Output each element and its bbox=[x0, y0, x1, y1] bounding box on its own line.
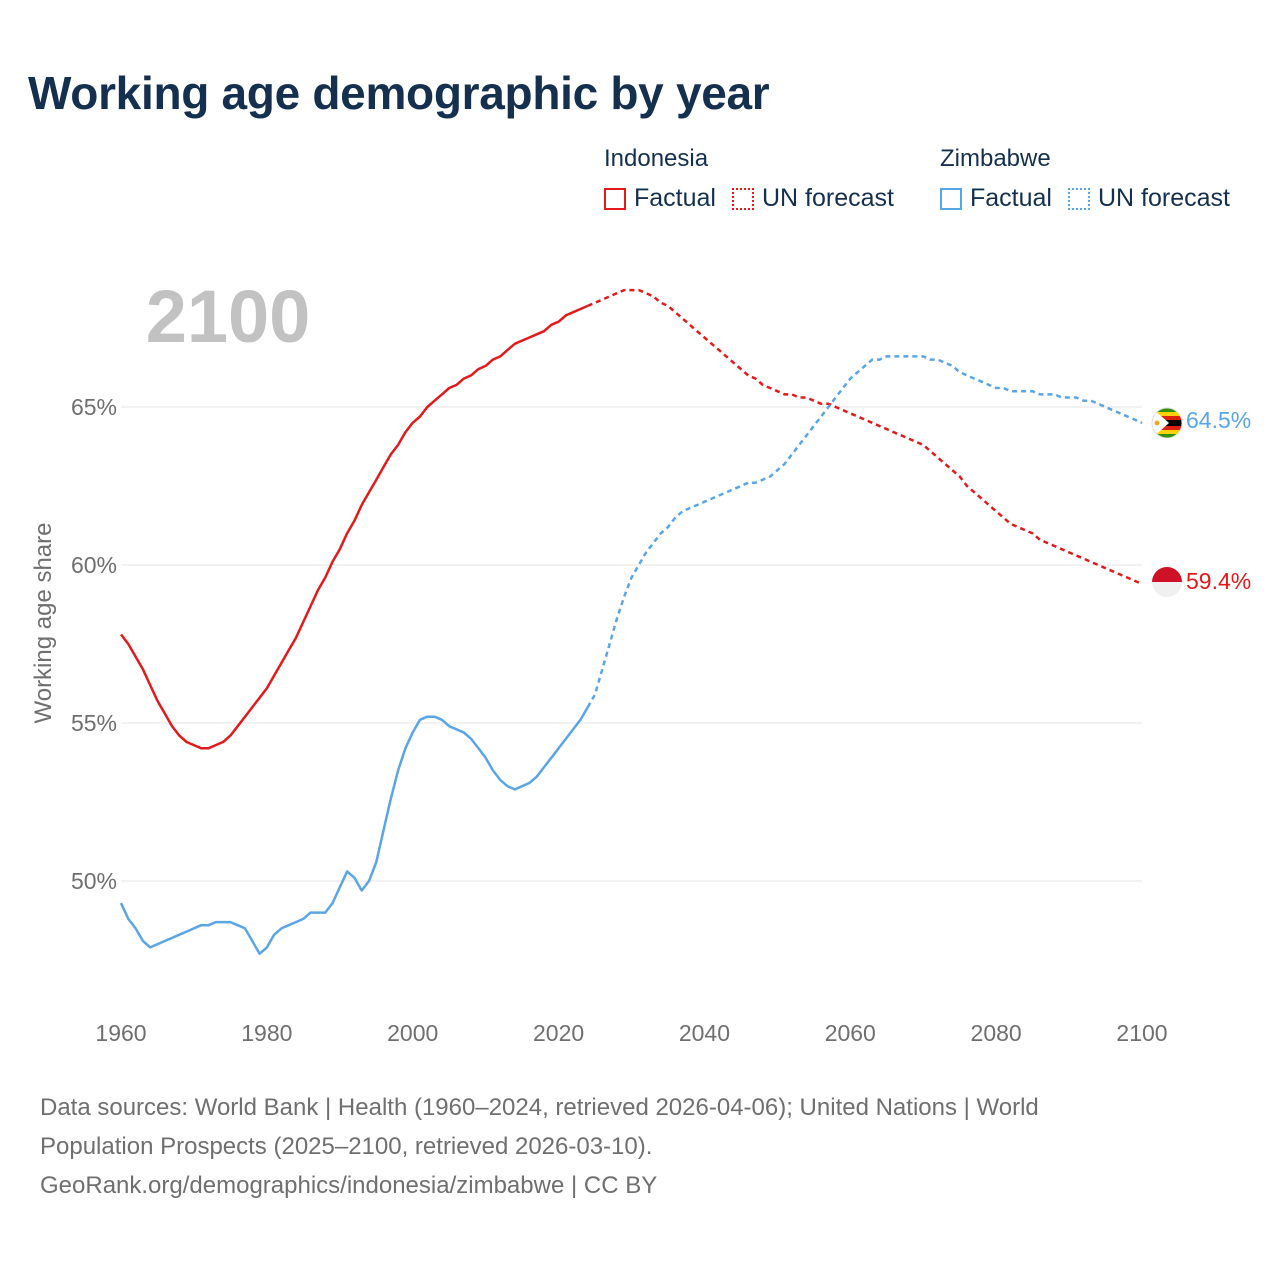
y-tick-label: 65% bbox=[71, 394, 117, 420]
series-line-indonesia-forecast bbox=[587, 288, 1143, 586]
end-label-zimbabwe: 64.5% bbox=[1186, 407, 1251, 433]
y-tick-label: 55% bbox=[71, 710, 117, 736]
legend-swatch-zimbabwe-forecast bbox=[1067, 187, 1090, 210]
series-lines bbox=[119, 288, 1143, 955]
legend-swatch-indonesia-factual bbox=[604, 187, 626, 210]
grid-lines bbox=[121, 406, 1142, 882]
x-tick-label: 2000 bbox=[387, 1020, 438, 1046]
y-tick-label: 60% bbox=[71, 552, 117, 578]
x-tick-labels: 1960 1980 2000 2020 2040 2060 2080 2100 bbox=[95, 1020, 1167, 1046]
x-tick-label: 2020 bbox=[533, 1020, 584, 1046]
indonesia-flag bbox=[1152, 567, 1182, 597]
zimbabwe-flag-border bbox=[1151, 407, 1183, 439]
legend-label: UN forecast bbox=[1097, 184, 1230, 212]
year-watermark: 2100 bbox=[146, 275, 311, 358]
legend-item-zimbabwe-factual[interactable]: Factual bbox=[940, 184, 1052, 213]
legend-swatch-indonesia-forecast bbox=[731, 187, 754, 210]
legend-label: Factual bbox=[970, 184, 1052, 212]
zimbabwe-flag bbox=[1152, 408, 1182, 438]
line-chart: 2100 Working age share 50% 55% 60% 65% 1960… bbox=[30, 275, 1251, 1046]
footer-line: GeoRank.org/demographics/indonesia/zimba… bbox=[40, 1172, 658, 1199]
legend-label: UN forecast bbox=[761, 184, 894, 212]
legend-group-zimbabwe: Zimbabwe Factual UN forecast bbox=[940, 142, 1246, 213]
series-line-indonesia-factual bbox=[120, 304, 589, 750]
series-line-zimbabwe-factual bbox=[119, 706, 589, 955]
y-axis-label: Working age share bbox=[30, 523, 57, 724]
x-tick-label: 1960 bbox=[95, 1020, 146, 1046]
x-tick-label: 1980 bbox=[241, 1020, 292, 1046]
legend-item-zimbabwe-forecast[interactable]: UN forecast bbox=[1067, 184, 1230, 213]
legend-group-indonesia: Indonesia Factual UN forecast bbox=[604, 142, 910, 213]
legend-country-zimbabwe: Zimbabwe bbox=[940, 145, 1051, 172]
legend-country-indonesia: Indonesia bbox=[604, 145, 709, 172]
legend-swatch-zimbabwe-factual bbox=[940, 187, 962, 210]
footer-sources: Data sources: World Bank | Health (1960–… bbox=[40, 1088, 1180, 1205]
end-label-indonesia: 59.4% bbox=[1186, 568, 1251, 594]
x-tick-label: 2060 bbox=[825, 1020, 876, 1046]
legend-label: Factual bbox=[634, 184, 716, 212]
y-tick-label: 50% bbox=[71, 868, 117, 894]
series-line-zimbabwe-forecast bbox=[586, 355, 1143, 708]
footer-line: Data sources: World Bank | Health (1960–… bbox=[40, 1094, 1039, 1121]
legend-item-indonesia-forecast[interactable]: UN forecast bbox=[731, 184, 894, 213]
x-tick-label: 2040 bbox=[679, 1020, 730, 1046]
chart-title: Working age demographic by year bbox=[28, 67, 770, 119]
legend-item-indonesia-factual[interactable]: Factual bbox=[604, 184, 716, 213]
x-tick-label: 2080 bbox=[971, 1020, 1022, 1046]
x-tick-label: 2100 bbox=[1116, 1020, 1167, 1046]
footer-line: Population Prospects (2025–2100, retriev… bbox=[40, 1133, 653, 1160]
y-tick-labels: 50% 55% 60% 65% bbox=[71, 394, 117, 894]
